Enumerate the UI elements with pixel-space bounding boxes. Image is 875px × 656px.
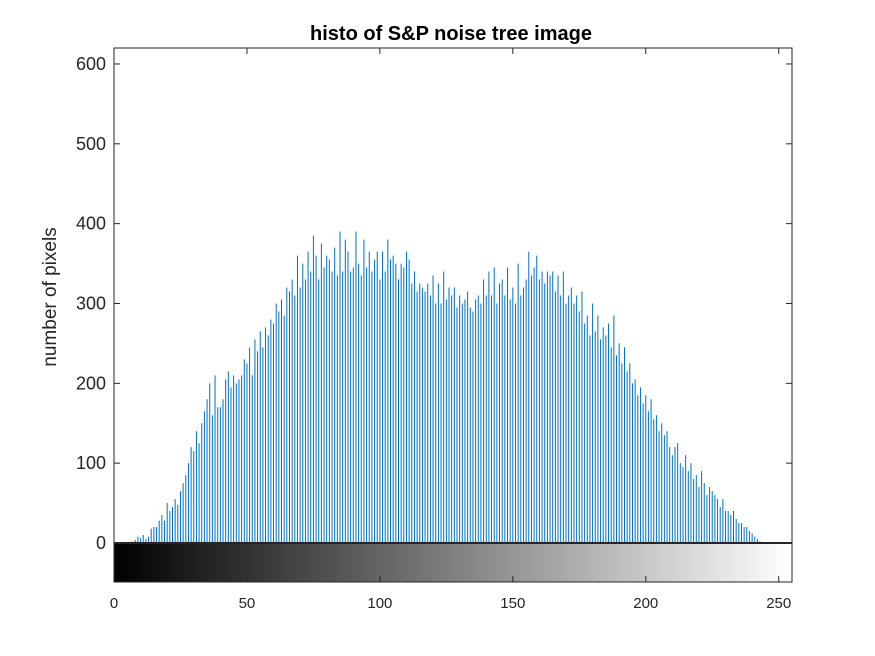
grayscale-colorbar	[113, 542, 793, 583]
x-tick-label: 0	[110, 595, 118, 612]
plot-frame	[113, 47, 793, 583]
chart-title: histo of S&P noise tree image	[310, 23, 592, 45]
y-axis-ticks: 0 100 200 300 400 500 600	[76, 54, 792, 553]
y-tick-label: 600	[76, 54, 106, 74]
x-tick-label: 200	[633, 595, 658, 612]
y-tick-label: 500	[76, 134, 106, 154]
y-tick-label: 400	[76, 214, 106, 234]
x-tick-label: 250	[766, 595, 791, 612]
bar-series	[132, 231, 764, 543]
x-tick-label: 100	[367, 595, 392, 612]
y-axis-label: number of pixels	[40, 227, 61, 366]
x-axis-ticks: 0 50 100 150 200 250	[110, 48, 791, 612]
y-tick-label: 100	[76, 453, 106, 473]
x-tick-label: 50	[239, 595, 256, 612]
y-tick-label: 200	[76, 373, 106, 393]
y-tick-label: 300	[76, 293, 106, 313]
x-tick-label: 150	[500, 595, 525, 612]
y-tick-label: 0	[96, 533, 106, 553]
